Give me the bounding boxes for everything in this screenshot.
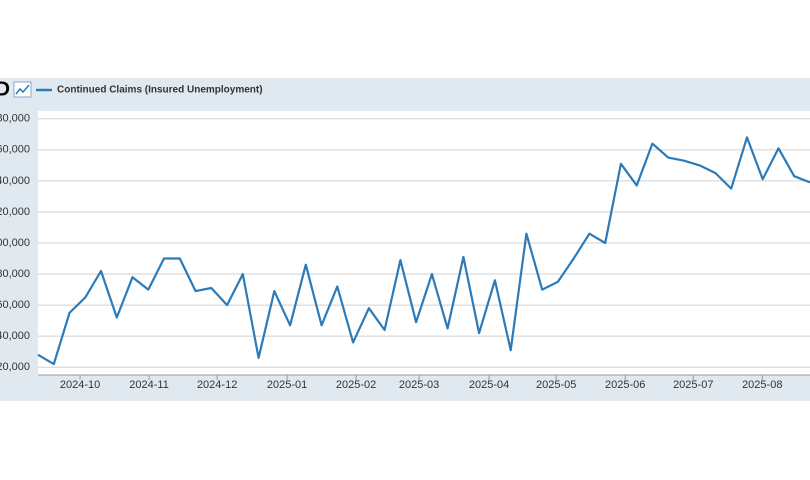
icon-line: [15, 84, 30, 95]
x-tick-label: 2024-10: [60, 379, 100, 391]
y-tick-label: 1,880,000: [0, 268, 30, 280]
y-tick-label: 1,980,000: [0, 113, 30, 125]
x-tick-label: 2025-05: [536, 379, 576, 391]
x-tick-label: 2025-07: [673, 379, 713, 391]
x-tick-label: 2024-11: [129, 379, 169, 391]
y-tick-label: 1,900,000: [0, 237, 30, 249]
y-tick-label: 1,860,000: [0, 299, 30, 311]
y-tick-label: 1,960,000: [0, 144, 30, 156]
y-tick-label: 1,940,000: [0, 175, 30, 187]
icon-frame: [13, 81, 32, 98]
legend-label: Continued Claims (Insured Unemployment): [57, 85, 263, 96]
y-tick-label: 1,820,000: [0, 361, 30, 373]
chart-icon: [13, 81, 32, 98]
x-tick-label: 2024-12: [197, 379, 237, 391]
y-tick-label: 1,920,000: [0, 206, 30, 218]
data-line: [37, 136, 810, 366]
x-tick-label: 2025-06: [605, 379, 645, 391]
x-tick-label: 2025-02: [336, 379, 376, 391]
x-tick-label: 2025-08: [742, 379, 782, 391]
y-tick-label: 1,840,000: [0, 330, 30, 342]
brand-logo: FRED: [0, 78, 10, 100]
x-tick-label: 2025-04: [469, 379, 509, 391]
x-tick-label: 2025-01: [267, 379, 307, 391]
x-tick-label: 2025-03: [399, 379, 439, 391]
